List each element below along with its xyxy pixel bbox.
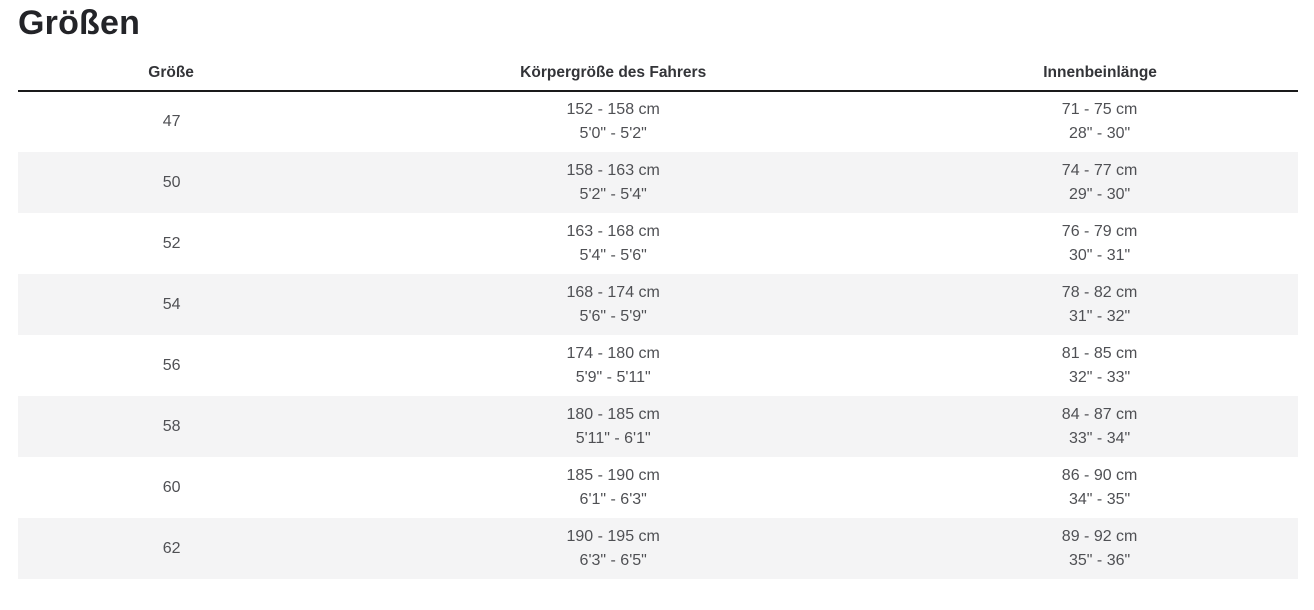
table-row: 58 180 - 185 cm 5'11" - 6'1" 84 - 87 cm … <box>18 396 1298 457</box>
size-cell: 47 <box>162 113 181 130</box>
inseam-in: 29" - 30" <box>1069 185 1131 203</box>
inseam-in: 28" - 30" <box>1069 125 1131 142</box>
size-cell: 50 <box>162 173 181 191</box>
inseam-cell: 71 - 75 cm 28" - 30" <box>901 91 1298 152</box>
rider-height-in: 5'6" - 5'9" <box>579 307 647 325</box>
column-header-size: Größe <box>18 43 326 92</box>
inseam-in: 30" - 31" <box>1069 246 1131 264</box>
inseam-cm: 78 - 82 cm <box>1061 283 1138 301</box>
rider-height-cm: 180 - 185 cm <box>566 405 660 423</box>
inseam-cell: 86 - 90 cm 34" - 35" <box>901 457 1298 518</box>
rider-height-cm: 185 - 190 cm <box>566 466 660 484</box>
inseam-cm: 74 - 77 cm <box>1061 161 1138 179</box>
inseam-in: 35" - 36" <box>1069 551 1131 569</box>
inseam-cell: 81 - 85 cm 32" - 33" <box>901 335 1298 396</box>
inseam-in: 32" - 33" <box>1069 368 1131 386</box>
rider-height-cell: 168 - 174 cm 5'6" - 5'9" <box>325 274 901 335</box>
size-table: Größe Körpergröße des Fahrers Innenbeinl… <box>18 43 1298 579</box>
inseam-cm: 86 - 90 cm <box>1061 466 1138 484</box>
rider-height-cm: 152 - 158 cm <box>566 101 660 118</box>
rider-height-cm: 190 - 195 cm <box>566 527 660 545</box>
rider-height-in: 5'4" - 5'6" <box>579 246 647 264</box>
rider-height-in: 5'0" - 5'2" <box>579 125 647 142</box>
rider-height-cell: 152 - 158 cm 5'0" - 5'2" <box>325 91 901 152</box>
table-row: 52 163 - 168 cm 5'4" - 5'6" 76 - 79 cm 3… <box>18 213 1298 274</box>
inseam-in: 34" - 35" <box>1069 490 1131 508</box>
size-cell: 56 <box>162 356 181 374</box>
rider-height-cell: 185 - 190 cm 6'1" - 6'3" <box>325 457 901 518</box>
rider-height-cell: 158 - 163 cm 5'2" - 5'4" <box>325 152 901 213</box>
table-row: 60 185 - 190 cm 6'1" - 6'3" 86 - 90 cm 3… <box>18 457 1298 518</box>
table-row: 56 174 - 180 cm 5'9" - 5'11" 81 - 85 cm … <box>18 335 1298 396</box>
inseam-cell: 89 - 92 cm 35" - 36" <box>901 518 1298 579</box>
rider-height-cell: 163 - 168 cm 5'4" - 5'6" <box>325 213 901 274</box>
rider-height-in: 5'11" - 6'1" <box>575 429 651 447</box>
inseam-cm: 71 - 75 cm <box>1061 101 1138 118</box>
inseam-in: 33" - 34" <box>1069 429 1131 447</box>
rider-height-in: 5'2" - 5'4" <box>579 185 647 203</box>
size-table-header: Größe Körpergröße des Fahrers Innenbeinl… <box>18 43 1298 92</box>
rider-height-cell: 190 - 195 cm 6'3" - 6'5" <box>325 518 901 579</box>
rider-height-cm: 163 - 168 cm <box>566 222 660 240</box>
rider-height-cell: 180 - 185 cm 5'11" - 6'1" <box>325 396 901 457</box>
table-row: 47 152 - 158 cm 5'0" - 5'2" 71 - 75 cm 2… <box>18 91 1298 152</box>
inseam-cm: 89 - 92 cm <box>1061 527 1138 545</box>
inseam-in: 31" - 32" <box>1069 307 1131 325</box>
inseam-cell: 74 - 77 cm 29" - 30" <box>901 152 1298 213</box>
inseam-cm: 81 - 85 cm <box>1061 344 1138 362</box>
page-title: Größen <box>18 4 141 42</box>
size-table-body: 47 152 - 158 cm 5'0" - 5'2" 71 - 75 cm 2… <box>18 91 1298 579</box>
rider-height-cm: 168 - 174 cm <box>566 283 660 301</box>
table-row: 54 168 - 174 cm 5'6" - 5'9" 78 - 82 cm 3… <box>18 274 1298 335</box>
rider-height-cell: 174 - 180 cm 5'9" - 5'11" <box>325 335 901 396</box>
inseam-cell: 78 - 82 cm 31" - 32" <box>901 274 1298 335</box>
column-header-inseam: Innenbeinlänge <box>900 43 1298 92</box>
size-cell: 60 <box>162 478 181 496</box>
size-cell: 52 <box>162 234 181 252</box>
rider-height-in: 6'1" - 6'3" <box>579 490 647 508</box>
rider-height-cm: 158 - 163 cm <box>566 161 660 179</box>
size-cell: 54 <box>162 295 181 313</box>
inseam-cell: 76 - 79 cm 30" - 31" <box>901 213 1298 274</box>
header-row: Größe Körpergröße des Fahrers Innenbeinl… <box>18 43 1298 92</box>
inseam-cm: 84 - 87 cm <box>1061 405 1138 423</box>
column-header-rider-height: Körpergröße des Fahrers <box>324 43 902 92</box>
inseam-cell: 84 - 87 cm 33" - 34" <box>901 396 1298 457</box>
size-cell: 62 <box>162 539 181 557</box>
size-cell: 58 <box>162 417 181 435</box>
rider-height-in: 5'9" - 5'11" <box>575 368 651 386</box>
table-row: 62 190 - 195 cm 6'3" - 6'5" 89 - 92 cm 3… <box>18 518 1298 579</box>
table-row: 50 158 - 163 cm 5'2" - 5'4" 74 - 77 cm 2… <box>18 152 1298 213</box>
rider-height-cm: 174 - 180 cm <box>566 344 660 362</box>
rider-height-in: 6'3" - 6'5" <box>579 551 647 569</box>
inseam-cm: 76 - 79 cm <box>1061 222 1138 240</box>
